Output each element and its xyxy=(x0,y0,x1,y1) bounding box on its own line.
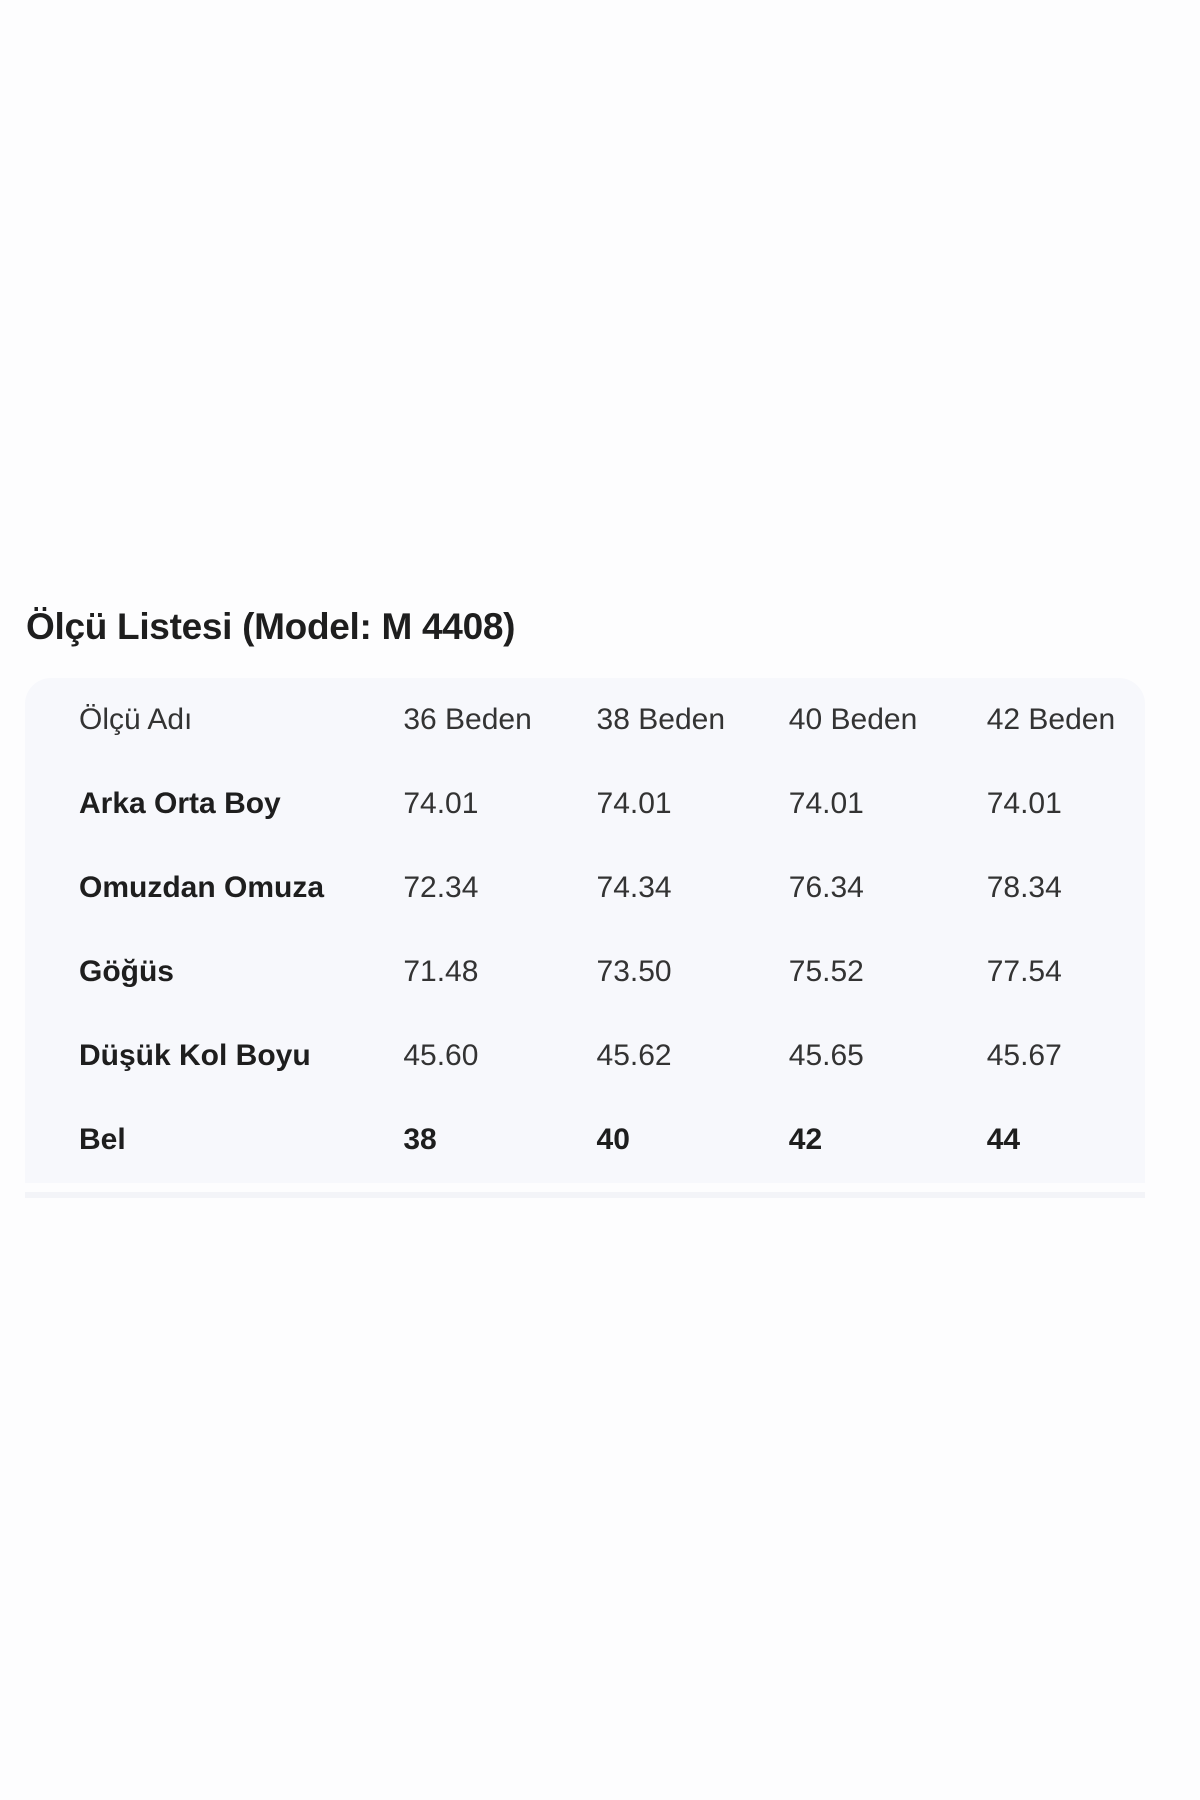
table-cell: 71.48 xyxy=(403,955,479,988)
table-cell: 74.01 xyxy=(596,787,672,820)
page-title: Ölçü Listesi (Model: M 4408) xyxy=(26,606,516,647)
table-cell: 40 xyxy=(596,1123,630,1156)
table-cell: 45.60 xyxy=(403,1039,479,1072)
table-cell: 73.50 xyxy=(596,955,672,988)
row-label: Arka Orta Boy xyxy=(79,787,281,820)
table-cell: 44 xyxy=(986,1123,1021,1156)
size-chart-card: Ölçü Adı 36 Beden 38 Beden 40 Beden 42 B… xyxy=(25,678,1145,1183)
row-label: Bel xyxy=(79,1123,126,1156)
table-cell: 45.65 xyxy=(788,1039,864,1072)
table-cell: 75.52 xyxy=(788,955,864,988)
table-row: Bel 38 40 42 44 xyxy=(79,1098,1145,1182)
table-cell: 77.54 xyxy=(986,955,1062,988)
row-label: Omuzdan Omuza xyxy=(79,871,325,904)
column-header: Ölçü Adı xyxy=(79,703,193,736)
table-row: Omuzdan Omuza 72.34 74.34 76.34 78.34 xyxy=(79,846,1145,930)
table-cell: 74.01 xyxy=(788,787,864,820)
row-label: Düşük Kol Boyu xyxy=(79,1039,311,1072)
table-cell: 78.34 xyxy=(986,871,1062,904)
table-cell: 74.34 xyxy=(596,871,672,904)
table-cell: 72.34 xyxy=(403,871,479,904)
table-cell: 38 xyxy=(403,1123,437,1156)
table-row: Arka Orta Boy 74.01 74.01 74.01 74.01 xyxy=(79,762,1145,846)
column-header: 40 Beden xyxy=(788,703,918,736)
table-cell: 45.62 xyxy=(596,1039,672,1072)
column-header: 38 Beden xyxy=(596,703,725,736)
table-cell: 42 xyxy=(788,1123,823,1156)
column-header: 42 Beden xyxy=(986,703,1116,736)
table-row: Göğüs 71.48 73.50 75.52 77.54 xyxy=(79,930,1145,1014)
table-header-row: Ölçü Adı 36 Beden 38 Beden 40 Beden 42 B… xyxy=(79,678,1145,762)
table-cell: 76.34 xyxy=(788,871,864,904)
table-row: Düşük Kol Boyu 45.60 45.62 45.65 45.67 xyxy=(79,1014,1145,1098)
row-label: Göğüs xyxy=(79,955,174,988)
divider xyxy=(25,1192,1145,1198)
size-table: Ölçü Adı 36 Beden 38 Beden 40 Beden 42 B… xyxy=(79,678,1145,1182)
table-cell: 74.01 xyxy=(403,787,479,820)
table-cell: 45.67 xyxy=(986,1039,1062,1072)
column-header: 36 Beden xyxy=(403,703,532,736)
table-cell: 74.01 xyxy=(986,787,1062,820)
